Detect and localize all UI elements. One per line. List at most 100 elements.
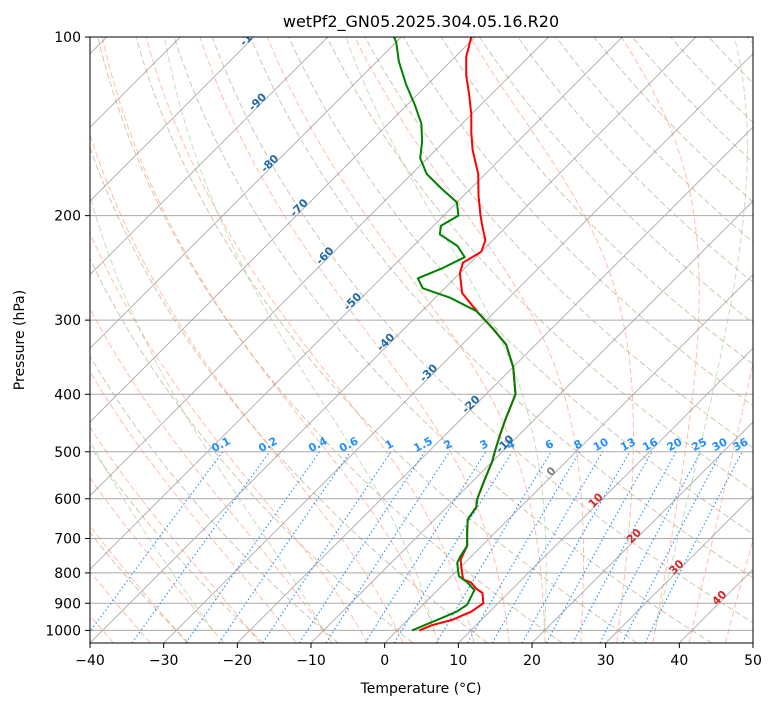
- axes: −40 −30 −20 −10 0 10 20 30 40 50 1000 900 800 700 600 5…: [45, 30, 762, 669]
- mixing-ratio-label: 10: [591, 435, 611, 454]
- dry-adiabat-line: [593, 37, 753, 203]
- dry-adiabat-line: [90, 355, 339, 643]
- mixing-ratio-line: [435, 451, 552, 643]
- dewpoint-profile-line: [393, 37, 517, 632]
- moist-adiabat-line: [90, 194, 325, 631]
- x-axis-title: Temperature (°C): [360, 681, 482, 697]
- y-tick-label: 1000: [45, 623, 81, 639]
- dry-adiabat-line: [326, 37, 753, 492]
- moist-adiabat-line: [345, 37, 547, 631]
- plot-frame: [89, 36, 754, 644]
- isotherm-line: [90, 37, 623, 571]
- isotherm-label: -40: [374, 330, 397, 353]
- mixing-ratio-label: 3: [478, 437, 491, 452]
- mixing-ratio-line: [185, 451, 321, 643]
- saturated-adiabat-line: [725, 537, 753, 643]
- isotherm-line: [90, 37, 476, 423]
- saturated-adiabat-line: [90, 524, 188, 643]
- saturated-adiabat-line: [469, 37, 634, 643]
- x-tick-label: 20: [523, 653, 541, 669]
- dry-adiabat-line: [746, 37, 753, 45]
- isotherm-line: [752, 642, 753, 643]
- saturated-adiabat-line: [354, 37, 584, 643]
- isotherm-line: [310, 200, 753, 643]
- isotherm-line: [163, 52, 753, 643]
- x-tick-label: 30: [597, 653, 615, 669]
- isotherm-line: [90, 37, 402, 350]
- mixing-ratio-label: 25: [689, 435, 709, 454]
- mixing-ratio-label: 13: [618, 435, 638, 454]
- saturated-adiabat-line: [90, 370, 297, 643]
- mixing-ratio-line: [218, 451, 351, 643]
- mixing-ratio-line: [572, 451, 677, 643]
- saturated-adiabat-line: [101, 37, 439, 643]
- y-tick-label: 800: [54, 566, 81, 582]
- dry-adiabat-line: [250, 37, 753, 579]
- saturated-adiabat-line: [199, 37, 510, 643]
- isotherm-line: [90, 37, 697, 643]
- isotherm-label: -80: [258, 152, 281, 175]
- saturated-adiabat-line: [90, 426, 261, 643]
- dry-adiabat-line: [708, 37, 753, 84]
- x-tick-label: −40: [75, 653, 105, 669]
- mixing-ratio-line: [325, 451, 451, 643]
- dry-adiabat-line: [402, 37, 753, 407]
- dry-adiabat-line: [555, 37, 753, 243]
- dry-adiabat-line: [670, 37, 753, 124]
- dry-adiabat-line: [631, 37, 753, 163]
- dry-adiabat-line: [517, 37, 753, 284]
- y-axis-title: Pressure (hPa): [12, 290, 28, 390]
- mixing-ratio-line: [521, 451, 631, 643]
- x-tick-label: 40: [670, 653, 688, 669]
- mixing-ratio-line: [545, 451, 653, 643]
- isotherm-line: [384, 273, 753, 643]
- isotherm-line: [531, 421, 753, 643]
- moist-adiabat-line: [163, 37, 435, 631]
- saturated-adiabat-line: [267, 37, 546, 643]
- y-tick-label: 600: [54, 492, 81, 508]
- isotherm-line: [236, 126, 753, 643]
- y-tick-label: 200: [54, 209, 81, 225]
- dry-adiabat-line: [90, 257, 414, 643]
- saturated-adiabat-line: [621, 37, 700, 643]
- saturated-adiabat-line: [762, 37, 775, 643]
- isotherm-label: -30: [417, 361, 440, 384]
- isotherm-line: [90, 37, 329, 276]
- isotherm-label: -20: [459, 393, 482, 416]
- moist-adiabat-line: [654, 37, 748, 631]
- mixing-ratio-line: [262, 451, 392, 643]
- dry-adiabat-line: [90, 146, 488, 643]
- isotherm-label: 10: [586, 490, 606, 510]
- isotherm-label: -100: [237, 20, 266, 49]
- isotherm-label: 20: [624, 526, 644, 546]
- dry-adiabat-line: [97, 37, 563, 643]
- x-tick-label: 10: [449, 653, 467, 669]
- saturated-adiabat-line: [90, 231, 369, 643]
- sounding-series: [393, 37, 517, 632]
- mixing-ratio-label: 20: [665, 435, 685, 454]
- mixing-ratio-label: 36: [731, 435, 751, 454]
- mixing-ratio-line: [131, 451, 271, 643]
- dry-adiabat-line: [211, 37, 753, 624]
- dry-adiabat-line: [90, 531, 190, 643]
- isotherm-line: [605, 494, 753, 643]
- y-tick-label: 900: [54, 596, 81, 612]
- x-tick-label: 50: [744, 653, 762, 669]
- mixing-ratio-line: [90, 451, 224, 633]
- isotherm-line: [90, 37, 550, 497]
- isotherm-label: -90: [246, 90, 269, 113]
- y-tick-label: 300: [54, 313, 81, 329]
- mixing-ratio-label: 16: [640, 435, 660, 454]
- mixing-ratio-line: [644, 451, 743, 643]
- saturated-adiabat-line: [90, 133, 404, 643]
- isotherm-line: [678, 568, 753, 643]
- x-tick-label: −10: [296, 653, 326, 669]
- isotherm-line: [457, 347, 753, 643]
- mixing-ratio-label: 30: [710, 435, 730, 454]
- saturated-adiabat-line: [145, 37, 475, 643]
- y-tick-label: 700: [54, 532, 81, 548]
- x-tick-label: −30: [149, 653, 179, 669]
- x-tick-label: 0: [380, 653, 389, 669]
- mixing-ratio-line: [364, 451, 487, 643]
